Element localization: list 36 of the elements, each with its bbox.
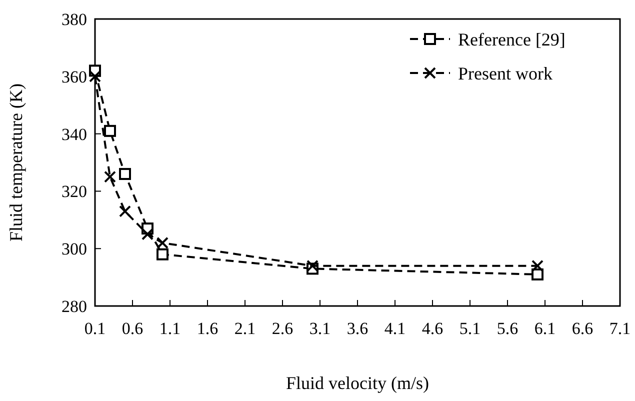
- x-tick-label: 7.1: [609, 319, 631, 338]
- x-tick-label: 6.1: [534, 319, 556, 338]
- point: [119, 205, 131, 218]
- point: [89, 70, 101, 82]
- x-tick-label: 0.6: [122, 319, 144, 338]
- point: [156, 248, 168, 260]
- point: [532, 260, 544, 272]
- x-tick-label: 1.1: [159, 319, 181, 338]
- x-axis-title: Fluid velocity (m/s): [286, 373, 429, 393]
- y-tick-label: 320: [62, 182, 87, 202]
- x-tick-label: 5.1: [459, 319, 481, 338]
- point: [104, 124, 116, 137]
- point: [142, 228, 154, 240]
- y-axis-title: Fluid temperature (K): [6, 84, 26, 242]
- y-tick-label: 360: [62, 67, 87, 86]
- x-tick-label: 1.6: [196, 319, 218, 338]
- point: [156, 236, 168, 249]
- x-tick-label: 3.6: [346, 319, 368, 338]
- legend-label: Present work: [458, 63, 552, 84]
- x-tick-label: 2.6: [272, 319, 294, 338]
- x-tick-label: 4.1: [384, 319, 406, 338]
- y-tick-label: 380: [62, 10, 87, 29]
- y-tick-label: 340: [62, 124, 87, 144]
- x-tick-label: 6.6: [572, 319, 594, 338]
- point: [306, 260, 318, 272]
- x-tick-label: 5.6: [496, 319, 518, 338]
- y-tick-label: 280: [62, 296, 87, 316]
- x-tick-label: 3.1: [309, 319, 331, 338]
- point: [532, 268, 544, 280]
- point: [104, 170, 116, 183]
- x-tick-label: 4.6: [422, 319, 444, 338]
- x-tick-label: 2.1: [234, 319, 256, 338]
- point: [119, 168, 131, 180]
- legend-label: Reference [29]: [458, 29, 566, 50]
- y-tick-label: 300: [62, 240, 87, 259]
- x-tick-label: 0.1: [84, 319, 106, 338]
